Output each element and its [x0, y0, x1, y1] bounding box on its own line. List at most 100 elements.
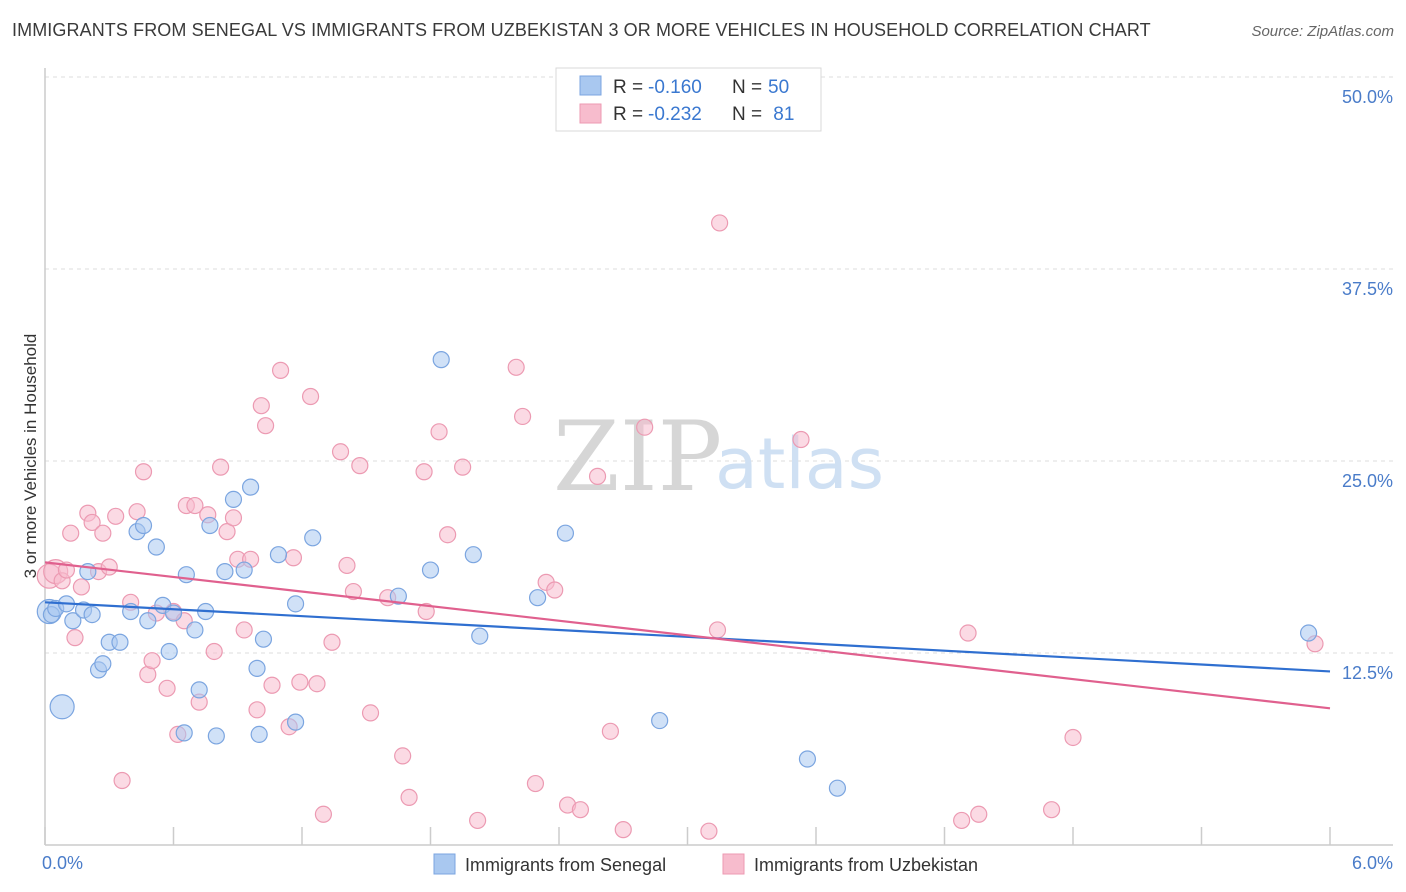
- uzbekistan-point-77: [959, 624, 977, 642]
- uzbekistan-point-68: [588, 467, 607, 485]
- uzbekistan-point-25: [186, 496, 204, 515]
- uzbekistan-point-11: [100, 558, 118, 576]
- uzbekistan-point-79: [1042, 801, 1061, 819]
- senegal-point-12: [111, 633, 129, 651]
- senegal-point-29: [224, 490, 243, 508]
- uzbekistan-point-20: [158, 679, 176, 697]
- uzbekistan-point-29: [212, 458, 230, 476]
- legend-n-value-senegal: 50: [768, 77, 789, 98]
- uzbekistan-point-53: [394, 747, 412, 765]
- legend-r-value-senegal: -0.160: [648, 77, 702, 98]
- uzbekistan-point-73: [708, 621, 727, 639]
- y-axis-label: 3 or more Vehicles in Household: [21, 334, 40, 579]
- chart-title: IMMIGRANTS FROM SENEGAL VS IMMIGRANTS FR…: [12, 20, 1151, 40]
- uzbekistan-point-48: [338, 556, 356, 575]
- legend-swatch-uzbekistan: [579, 103, 602, 124]
- uzbekistan-point-72: [700, 822, 718, 840]
- uzbekistan-point-71: [636, 418, 654, 436]
- senegal-point-31: [242, 478, 260, 496]
- senegal-point-19: [160, 642, 178, 661]
- uzbekistan-point-65: [546, 581, 564, 599]
- uzbekistan-point-46: [323, 633, 341, 651]
- legend-n-label-senegal: N =: [732, 77, 762, 98]
- uzbekistan-point-78: [970, 805, 988, 823]
- legend-n-value-uzbekistan: 81: [768, 104, 794, 125]
- uzbekistan-point-57: [430, 423, 448, 441]
- senegal-point-5: [64, 612, 82, 630]
- senegal-point-27: [207, 727, 225, 745]
- uzbekistan-point-74: [711, 214, 729, 232]
- senegal-point-46: [651, 711, 669, 730]
- senegal-point-15: [134, 516, 153, 535]
- uzbekistan-point-28: [205, 642, 223, 661]
- senegal-point-16: [139, 612, 157, 630]
- uzbekistan-point-16: [134, 463, 153, 481]
- uzbekistan-point-41: [284, 549, 303, 567]
- legend-n-label-uzbekistan: N =: [732, 104, 762, 125]
- legend-r-label-uzbekistan: R =: [613, 104, 643, 125]
- y-tick-label-3: 50.0%: [1342, 87, 1393, 107]
- senegal-trend-line: [44, 601, 1331, 673]
- uzbekistan-point-12: [107, 507, 125, 525]
- uzbekistan-point-37: [256, 417, 275, 435]
- uzbekistan-point-5: [66, 629, 84, 647]
- uzbekistan-point-54: [400, 788, 418, 806]
- x-tick-marks: [44, 827, 1331, 845]
- uzbekistan-point-58: [439, 526, 457, 544]
- senegal-point-48: [828, 779, 847, 797]
- uzbekistan-point-55: [415, 463, 433, 481]
- senegal-point-43: [471, 627, 489, 645]
- y-tick-label-2: 37.5%: [1342, 279, 1393, 299]
- bottom-legend-swatch-uzbekistan: [722, 853, 745, 875]
- senegal-point-23: [186, 621, 204, 639]
- uzbekistan-point-61: [507, 358, 525, 376]
- uzbekistan-point-49: [344, 582, 362, 601]
- uzbekistan-point-10: [94, 524, 112, 542]
- senegal-point-38: [304, 529, 322, 547]
- watermark-zip: ZIP: [553, 401, 722, 513]
- y-tick-labels: 12.5% 25.0% 37.5% 50.0%: [1342, 87, 1393, 683]
- uzbekistan-point-67: [571, 801, 590, 819]
- senegal-point-22: [177, 566, 195, 584]
- uzbekistan-point-56: [417, 602, 435, 621]
- senegal-point-24: [190, 681, 208, 699]
- y-tick-label-1: 25.0%: [1342, 471, 1393, 491]
- x-tick-label-min: 0.0%: [42, 853, 83, 873]
- uzbekistan-point-76: [953, 811, 971, 830]
- senegal-point-28: [216, 562, 234, 581]
- legend-r-label-senegal: R =: [613, 77, 643, 98]
- senegal-point-39: [389, 587, 407, 605]
- senegal-point-37: [286, 595, 305, 613]
- uzbekistan-point-39: [271, 361, 290, 379]
- senegal-point-26: [201, 516, 219, 535]
- senegal-point-45: [556, 524, 575, 542]
- senegal-point-10: [94, 655, 112, 673]
- uzbekistan-point-62: [513, 407, 532, 426]
- uzbekistan-point-63: [526, 774, 545, 793]
- senegal-point-35: [269, 546, 288, 564]
- uzbekistan-point-44: [308, 675, 326, 693]
- senegal-point-3: [49, 694, 75, 720]
- uzbekistan-point-4: [62, 524, 80, 542]
- uzbekistan-trend-line: [44, 561, 1331, 710]
- senegal-point-30: [235, 561, 253, 579]
- uzbekistan-point-75: [792, 430, 810, 449]
- senegal-point-17: [147, 538, 165, 556]
- uzbekistan-point-15: [128, 503, 146, 521]
- uzbekistan-point-35: [248, 701, 266, 719]
- data-points: [36, 214, 1324, 840]
- senegal-point-21: [175, 724, 193, 742]
- series-legend: Immigrants from Senegal Immigrants from …: [433, 853, 978, 875]
- senegal-point-32: [248, 659, 266, 677]
- uzbekistan-point-8: [83, 513, 101, 532]
- uzbekistan-point-80: [1064, 728, 1082, 747]
- senegal-point-20: [164, 604, 183, 622]
- trend-lines: [44, 561, 1331, 710]
- uzbekistan-point-51: [361, 704, 380, 722]
- uzbekistan-point-38: [263, 676, 281, 694]
- uzbekistan-point-69: [601, 722, 620, 740]
- legend-swatch-senegal: [579, 75, 602, 96]
- senegal-point-34: [254, 630, 273, 648]
- senegal-point-47: [798, 750, 817, 768]
